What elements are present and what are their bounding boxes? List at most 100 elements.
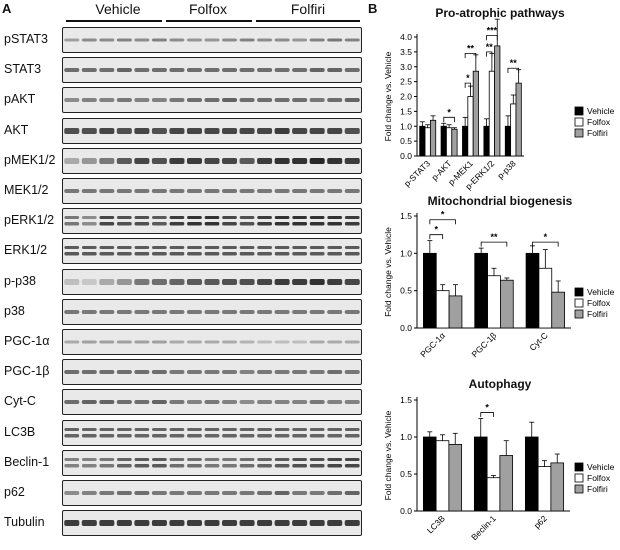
blot-band <box>169 309 185 314</box>
y-tick-label: 4.0 <box>400 32 412 42</box>
significance-label: ** <box>510 58 518 68</box>
group-label-vehicle: Vehicle <box>95 1 141 17</box>
blot-band <box>152 427 167 431</box>
blot-band <box>327 98 343 103</box>
bar-vehicle <box>474 252 488 329</box>
blot-label: pERK1/2 <box>4 213 55 228</box>
x-tick-label: p-MEK1 <box>446 158 475 187</box>
blot-band <box>116 491 132 495</box>
blot-band <box>327 127 343 134</box>
blot-band <box>186 278 203 285</box>
panel-a-letter: A <box>2 1 12 16</box>
blot-band <box>222 246 237 250</box>
bar-vehicle <box>524 436 539 512</box>
blot-band <box>99 309 115 314</box>
blot-band <box>239 246 255 250</box>
blot-band <box>327 370 343 375</box>
blot-band <box>274 38 290 42</box>
blot-band <box>292 433 308 438</box>
blot-band <box>239 68 255 73</box>
blot-band <box>257 216 272 220</box>
blot-band <box>204 246 220 250</box>
group-bracket-vehicle <box>66 20 162 22</box>
bar-folfox <box>435 440 450 512</box>
blot-band <box>222 252 237 256</box>
blot-band <box>116 278 132 285</box>
blot-band <box>274 127 290 134</box>
blot-band <box>204 370 220 375</box>
blot-band <box>187 427 202 431</box>
blot-band <box>81 427 97 431</box>
group-label-folfiri: Folfiri <box>290 1 326 17</box>
blot-band <box>309 98 325 103</box>
blot-band <box>309 433 325 438</box>
blot-band <box>169 98 185 103</box>
blot-band <box>309 216 325 220</box>
blot-band <box>274 216 290 220</box>
blot-band <box>134 309 150 314</box>
y-tick-label: 1.5 <box>400 395 412 405</box>
bar-folfox <box>435 290 450 329</box>
blot-band <box>309 68 325 73</box>
blot-band <box>134 222 150 226</box>
chart-title-mitochondrial: Mitochondrial biogenesis <box>427 194 573 208</box>
blot-band <box>116 68 132 73</box>
x-tick-label: PGC-1β <box>470 330 499 359</box>
bar-folfox <box>538 267 553 329</box>
blot-band <box>186 98 203 103</box>
blot-label: p38 <box>4 303 25 318</box>
blot-band <box>186 127 203 134</box>
blot-band <box>134 157 150 164</box>
blot-band <box>169 222 185 226</box>
blot-band <box>64 222 80 226</box>
bar-vehicle <box>473 436 488 512</box>
significance-bracket <box>429 234 444 240</box>
blot-band <box>186 400 203 405</box>
blot-band <box>257 127 273 134</box>
blot-band <box>99 340 115 344</box>
blot-band <box>99 127 115 134</box>
blot-band <box>344 370 360 375</box>
blot-band <box>239 216 255 220</box>
blot-band <box>274 222 290 226</box>
chart-title-pro-atrophic: Pro-atrophic pathways <box>435 6 565 20</box>
bar-folfox <box>467 96 474 157</box>
blot-band <box>169 216 185 220</box>
blot-band <box>134 189 150 193</box>
y-tick-label: 3.0 <box>400 62 412 72</box>
blot-band <box>292 98 308 103</box>
blot-band <box>257 433 272 438</box>
blot-image <box>62 57 362 84</box>
blot-band <box>204 340 220 344</box>
blot-band <box>344 252 360 256</box>
blot-band <box>186 340 203 344</box>
blot-band <box>81 457 97 461</box>
blot-band <box>327 278 343 285</box>
blot-band <box>64 38 80 42</box>
blot-band <box>309 370 325 375</box>
blot-band <box>344 400 360 405</box>
group-bracket-folfiri <box>256 20 360 22</box>
blot-band <box>221 340 238 344</box>
blot-band <box>81 463 97 468</box>
bar-folfox <box>510 103 517 157</box>
blot-row: Cyt-C <box>4 389 362 416</box>
blot-row: MEK1/2 <box>4 178 362 204</box>
blot-label: STAT3 <box>4 62 42 77</box>
blot-label: AKT <box>4 122 29 137</box>
blot-band <box>292 427 308 431</box>
blot-band <box>239 520 255 527</box>
blot-band <box>169 520 185 527</box>
blot-band <box>64 246 80 250</box>
blot-band <box>222 216 237 220</box>
blot-band <box>309 189 325 193</box>
blot-band <box>239 278 255 285</box>
legend-label: Folfiri <box>587 484 608 494</box>
blot-band <box>327 189 343 193</box>
blot-band <box>64 427 80 431</box>
bar-folfox <box>537 466 552 512</box>
blot-band <box>134 400 150 405</box>
bar-vehicle <box>422 436 437 512</box>
blot-band <box>169 433 185 438</box>
blot-image <box>62 298 362 325</box>
